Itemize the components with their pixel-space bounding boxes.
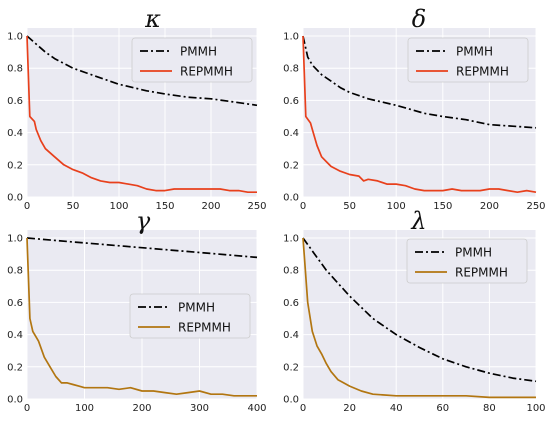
y-tick-label: 1.0 [7,234,23,245]
y-tick-label: 0.4 [283,330,299,341]
y-tick-label: 0.2 [7,160,23,171]
y-tick-label: 1.0 [283,32,299,43]
series-line-repmmh [302,237,536,399]
y-tick-label: 0.0 [283,395,299,406]
x-tick-label: 250 [526,201,545,212]
y-tick-label: 0.0 [7,193,23,204]
x-tick-label: 150 [155,201,174,212]
x-tick-label: 200 [132,403,151,414]
x-tick-label: 50 [343,201,356,212]
x-tick-label: 20 [343,403,356,414]
x-tick-label: 0 [24,403,30,414]
legend: PMMH REPMMH [129,293,251,339]
y-tick-label: 0.8 [283,266,299,277]
y-tick-label: 0.0 [283,193,299,204]
y-tick-label: 0.2 [283,160,299,171]
x-tick-label: 150 [433,201,452,212]
y-tick-label: 0.6 [283,298,299,309]
legend-label: REPMMH [456,65,509,79]
chart-title: λ [410,207,426,235]
x-tick-label: 40 [390,403,403,414]
y-tick-label: 0.0 [7,395,23,406]
series-line-repmmh [302,35,537,194]
legend: PMMH REPMMH [131,37,253,83]
y-tick-label: 0.4 [283,128,299,139]
chart-title: δ [412,5,426,33]
series-line-pmmh [26,35,258,107]
y-tick-label: 0.6 [7,298,23,309]
series-line-repmmh [26,35,257,194]
series-line-repmmh [26,237,257,397]
x-tick-label: 60 [436,403,449,414]
y-tick-label: 0.4 [7,330,23,341]
x-tick-label: 200 [480,201,499,212]
y-tick-label: 1.0 [7,32,23,43]
y-tick-label: 0.8 [283,64,299,75]
x-tick-label: 0 [300,201,306,212]
legend: PMMH REPMMH [406,238,528,284]
x-tick-label: 0 [24,201,30,212]
x-tick-label: 50 [67,201,80,212]
y-tick-label: 0.6 [7,96,23,107]
x-tick-label: 100 [387,201,406,212]
x-tick-label: 0 [300,403,306,414]
legend-label: REPMMH [178,321,231,335]
x-tick-label: 100 [526,403,545,414]
legend-label: PMMH [456,45,493,59]
y-tick-label: 0.4 [7,128,23,139]
chart-panel-3: 0 100 200 300 400 0.0 0.2 0.4 0.6 0.8 1.0 γ PMMH REPM… [7,207,266,414]
legend-label: REPMMH [180,65,233,79]
legend-label: PMMH [178,301,215,315]
y-tick-label: 0.8 [7,64,23,75]
series-line-pmmh [302,35,537,129]
x-tick-label: 80 [483,403,496,414]
legend: PMMH REPMMH [407,37,529,83]
y-tick-label: 0.6 [283,96,299,107]
series-line-pmmh [26,237,258,259]
y-tick-label: 0.8 [7,266,23,277]
x-tick-label: 400 [247,403,266,414]
y-tick-label: 1.0 [283,234,299,245]
chart-title: γ [136,207,151,235]
x-tick-label: 200 [201,201,220,212]
chart-panel-1: 0 50 100 150 200 250 0.0 0.2 0.4 0.6 0.8 1.0 κ PMMH RE… [7,5,266,212]
legend-label: PMMH [180,45,217,59]
x-tick-label: 300 [190,403,209,414]
x-tick-label: 100 [75,403,94,414]
legend-label: PMMH [455,246,492,260]
chart-panel-4: 0 20 40 60 80 100 0.0 0.2 0.4 0.6 0.8 1.0 λ PMMH REPMM… [283,207,545,414]
chart-panel-2: 0 50 100 150 200 250 0.0 0.2 0.4 0.6 0.8 1.0 δ PMMH RE… [283,5,545,212]
chart-title: κ [144,5,161,33]
y-tick-label: 0.2 [7,362,23,373]
legend-label: REPMMH [455,266,508,280]
x-tick-label: 250 [247,201,266,212]
x-tick-label: 100 [109,201,128,212]
y-tick-label: 0.2 [283,362,299,373]
